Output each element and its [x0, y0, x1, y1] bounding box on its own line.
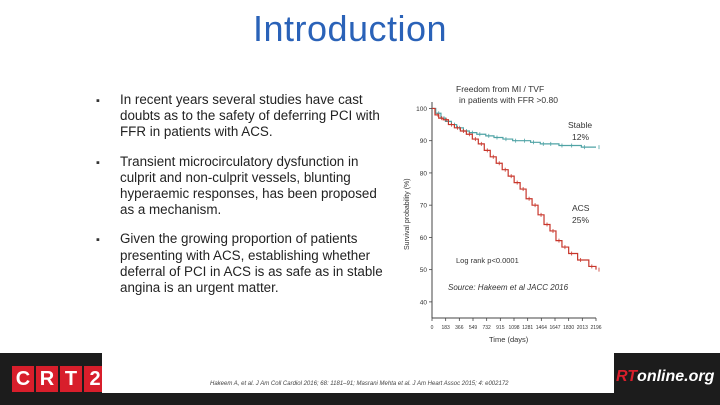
- acs-series-label: ACS: [572, 203, 590, 213]
- bullet-text: Given the growing proportion of patients…: [120, 231, 383, 296]
- x-tick-label: 1281: [522, 325, 533, 331]
- bullet-symbol: ▪: [96, 95, 100, 107]
- bullet-item: ▪ Given the growing proportion of patien…: [96, 231, 386, 296]
- x-tick-label: 0: [431, 325, 434, 331]
- y-tick-label: 60: [420, 235, 428, 242]
- x-tick-label: 1464: [536, 325, 547, 331]
- bullet-item: ▪ In recent years several studies have c…: [96, 92, 386, 141]
- chart-title-line2: in patients with FFR >0.80: [459, 95, 558, 105]
- x-tick-label: 549: [469, 325, 478, 331]
- crtonline-link[interactable]: RTonline.org: [616, 368, 714, 386]
- x-tick-label: 183: [441, 325, 450, 331]
- y-tick-label: 90: [420, 138, 428, 145]
- chart-title-line1: Freedom from MI / TVF: [456, 84, 544, 94]
- citation-text: Hakeem A, et al. J Am Coll Cardiol 2016;…: [210, 381, 509, 387]
- logo-letter: C: [12, 366, 34, 392]
- logo-letter: 2: [84, 366, 106, 392]
- series-line-stable: [432, 107, 596, 148]
- slide-title: Introduction: [252, 8, 448, 49]
- bullet-item: ▪ Transient microcirculatory dysfunction…: [96, 154, 386, 219]
- x-tick-label: 366: [455, 325, 464, 331]
- bullet-symbol: ▪: [96, 156, 100, 169]
- y-tick-label: 100: [416, 106, 427, 113]
- stable-series-pct: 12%: [572, 132, 589, 142]
- y-tick-label: 40: [420, 299, 428, 306]
- x-tick-label: 732: [482, 325, 491, 331]
- x-tick-label: 2196: [590, 325, 601, 331]
- y-axis-label: Survival probability (%): [404, 178, 411, 250]
- site-rest: online.org: [637, 368, 715, 385]
- x-tick-label: 1647: [549, 325, 560, 331]
- x-tick-label: 1098: [508, 325, 519, 331]
- x-tick-label: 1830: [563, 325, 574, 331]
- logo-letter: T: [60, 366, 82, 392]
- x-tick-label: 915: [496, 325, 505, 331]
- x-axis-label: Time (days): [489, 335, 529, 344]
- bullet-symbol: ▪: [96, 234, 100, 247]
- series-line-acs: [432, 107, 597, 270]
- stable-series-label: Stable: [568, 120, 592, 130]
- y-tick-label: 50: [420, 267, 428, 274]
- y-tick-label: 70: [420, 203, 428, 210]
- site-prefix: RT: [616, 368, 638, 385]
- km-survival-chart: Freedom from MI / TVF in patients with F…: [404, 84, 602, 344]
- bullet-text: In recent years several studies have cas…: [120, 92, 380, 140]
- logo-letter: R: [36, 366, 58, 392]
- source-annotation: Source: Hakeem et al JACC 2016: [448, 283, 569, 292]
- bullet-list: ▪ In recent years several studies have c…: [96, 92, 386, 309]
- citation-panel: [102, 353, 614, 393]
- logrank-annotation: Log rank p<0.0001: [456, 256, 519, 265]
- y-tick-label: 80: [420, 170, 428, 177]
- acs-series-pct: 25%: [572, 215, 589, 225]
- bullet-text: Transient microcirculatory dysfunction i…: [120, 153, 377, 218]
- x-tick-label: 2013: [577, 325, 588, 331]
- crt-logo: C R T 2: [12, 366, 108, 392]
